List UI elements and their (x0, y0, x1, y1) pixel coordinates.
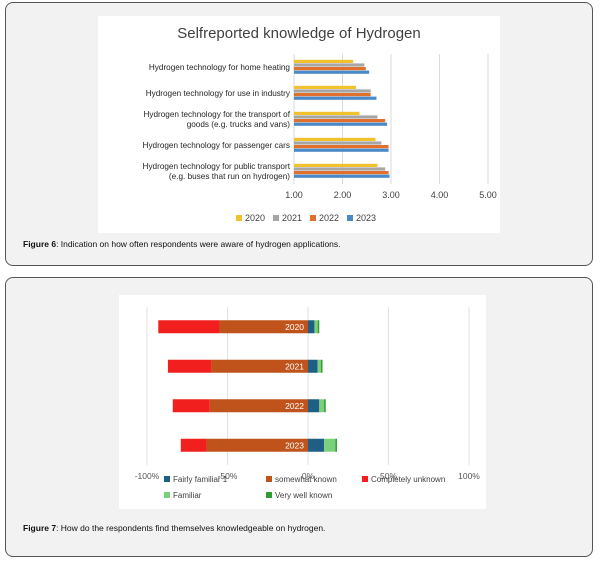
bar-2023 (294, 122, 388, 126)
category-label: Hydrogen technology for passenger cars (143, 141, 290, 150)
category-label: Hydrogen technology for home heating (149, 63, 291, 72)
bar-2022 (294, 145, 389, 149)
bar-somewhat-known (206, 438, 308, 452)
category-label-line: Hydrogen technology for the transport of (143, 110, 290, 119)
legend-swatch-2023 (347, 215, 353, 221)
bar-familiar (317, 359, 321, 373)
figure-7-caption-text: : How do the respondents find themselves… (56, 523, 326, 533)
bar-somewhat-known (209, 399, 308, 413)
legend-label-2020: 2020 (245, 213, 265, 223)
legend-swatch (164, 476, 170, 482)
x-tick-label: 4.00 (431, 190, 449, 200)
category-label: 2022 (285, 401, 304, 411)
category-label-line: (e.g. buses that run on hydrogen) (169, 172, 290, 181)
category-label: 2023 (285, 440, 304, 450)
legend-label: Very well known (275, 491, 332, 500)
legend-swatch (266, 492, 272, 498)
bar-familiar (319, 399, 325, 413)
category-label-line: goods (e.g. trucks and vans) (187, 120, 291, 129)
bar-very-well-known (317, 320, 320, 334)
legend-swatch (266, 476, 272, 482)
category-label: 2020 (285, 322, 304, 332)
figure-6-caption-label: Figure 6 (23, 239, 57, 249)
bar-2021 (294, 89, 371, 93)
legend-label: somewhat known (275, 475, 337, 484)
bar-fairly-familiar-1 (308, 438, 325, 452)
figure-7-caption-label: Figure 7 (23, 523, 57, 533)
bar-2023 (294, 70, 370, 74)
bar-2021 (294, 141, 382, 145)
bar-2023 (294, 148, 389, 152)
legend-swatch (164, 492, 170, 498)
bar-very-well-known (324, 399, 326, 413)
bar-2022 (294, 119, 386, 123)
legend-swatch-2021 (273, 215, 279, 221)
bar-2023 (294, 174, 390, 178)
x-tick-label: 1.00 (285, 190, 303, 200)
bar-familiar (314, 320, 318, 334)
bar-2020 (294, 111, 360, 115)
bar-2021 (294, 115, 378, 119)
figure-7-chart: -100% -50% 0% 50% 100% 2020 2021 2022 2023 Fairly… (119, 295, 486, 509)
bar-familiar (324, 438, 336, 452)
bar-completely-unknown (167, 359, 212, 373)
legend-label-2022: 2022 (319, 213, 339, 223)
bar-somewhat-known (219, 320, 308, 334)
category-label: Hydrogen technology for the transport of… (143, 110, 290, 129)
figure-6-panel: Selfreported knowledge of Hydrogen 1.00 2.… (5, 2, 593, 266)
bar-completely-unknown (158, 320, 220, 334)
x-tick-label: 0% (302, 471, 315, 481)
legend-label: Completely unknown (371, 475, 445, 484)
x-tick-label: 100% (458, 471, 480, 481)
x-tick-label: 3.00 (382, 190, 400, 200)
legend-swatch (362, 476, 368, 482)
bar-2022 (294, 93, 371, 97)
figure-7-svg: -100% -50% 0% 50% 100% 2020 2021 2022 2023 Fairly… (135, 307, 480, 500)
bar-2020 (294, 59, 354, 63)
bar-fairly-familiar-1 (308, 359, 318, 373)
bar-2020 (294, 137, 376, 141)
bar-2021 (294, 63, 365, 67)
legend-label: Familiar (173, 491, 202, 500)
legend-swatch-2020 (236, 215, 242, 221)
legend-label-2021: 2021 (282, 213, 302, 223)
x-tick-label: 50% (380, 471, 397, 481)
bar-2022 (294, 67, 366, 71)
legend-label-2023: 2023 (356, 213, 376, 223)
category-label: Hydrogen technology for use in industry (146, 89, 291, 98)
bar-very-well-known (320, 359, 323, 373)
bar-2020 (294, 85, 357, 89)
category-label-line: Hydrogen technology for home heating (149, 63, 291, 72)
figure-7-panel: -100% -50% 0% 50% 100% 2020 2021 2022 2023 Fairly… (5, 277, 593, 557)
category-label-line: Hydrogen technology for passenger cars (143, 141, 290, 150)
bar-fairly-familiar-1 (308, 399, 320, 413)
bar-2020 (294, 163, 378, 167)
bar-completely-unknown (180, 438, 207, 452)
bar-fairly-familiar-1 (308, 320, 315, 334)
bar-very-well-known (335, 438, 337, 452)
bar-completely-unknown (172, 399, 210, 413)
chart-title: Selfreported knowledge of Hydrogen (177, 25, 421, 42)
figure-6-svg: Selfreported knowledge of Hydrogen 1.00 2.… (143, 25, 497, 223)
x-tick-label: -50% (218, 471, 238, 481)
figure-6-caption: Figure 6: Indication on how often respon… (23, 239, 341, 249)
figure-7-caption: Figure 7: How do the respondents find th… (23, 523, 325, 533)
bar-2023 (294, 96, 377, 100)
legend-label: Fairly familiar 1 (173, 475, 228, 484)
category-label-line: Hydrogen technology for public transport (143, 162, 291, 171)
x-tick-label: 5.00 (479, 190, 497, 200)
legend-swatch-2022 (310, 215, 316, 221)
bar-somewhat-known (211, 359, 308, 373)
bar-2021 (294, 167, 386, 171)
category-label-line: Hydrogen technology for use in industry (146, 89, 291, 98)
category-label: 2021 (285, 361, 304, 371)
category-label: Hydrogen technology for public transport… (143, 162, 291, 181)
x-tick-label: -100% (135, 471, 160, 481)
figure-6-caption-text: : Indication on how often respondents we… (56, 239, 341, 249)
figure-6-chart: Selfreported knowledge of Hydrogen 1.00 2.… (98, 16, 500, 233)
x-tick-label: 2.00 (334, 190, 352, 200)
bar-2022 (294, 171, 389, 175)
